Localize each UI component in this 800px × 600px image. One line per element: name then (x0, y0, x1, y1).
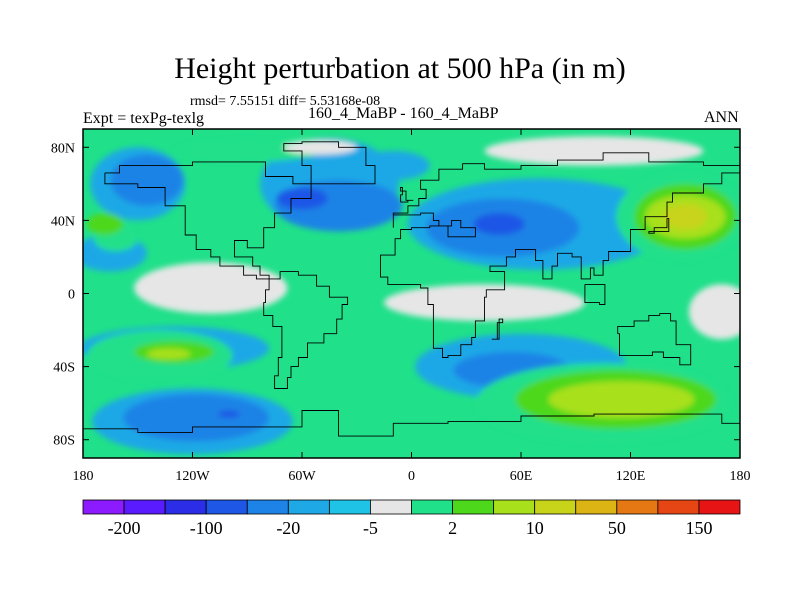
plot-area (83, 129, 740, 458)
x-axis: 180 120W 60W 0 60E 120E 180 (73, 129, 751, 484)
y-tick-label-0: 80N (51, 141, 75, 156)
colorbar-swatch-8 (411, 499, 453, 515)
field-region-7-0 (134, 262, 288, 314)
field-region-2-1 (473, 213, 525, 236)
coastline-6 (584, 283, 606, 305)
x-tick-label-1: 120W (175, 469, 210, 484)
colorbar-swatch-5 (287, 499, 330, 515)
coastline-7 (83, 410, 740, 437)
x-tick-label-5: 120E (616, 469, 646, 484)
x-tick-label-4: 60E (510, 469, 533, 484)
colorbar-swatch-6 (328, 499, 371, 515)
colorbar-swatch-3 (205, 499, 248, 515)
x-tick-label-0: 180 (73, 469, 94, 484)
colorbar-swatch-14 (657, 499, 700, 515)
center-label: 160_4_MaBP - 160_4_MaBP (308, 105, 499, 122)
colorbar-label-5: 10 (526, 518, 544, 538)
colorbar-swatch-13 (616, 499, 659, 515)
colorbar-label-0: -200 (108, 518, 141, 538)
colorbar-swatch-10 (493, 499, 536, 515)
field-region-7-4 (484, 136, 704, 166)
season-label: ANN (704, 109, 739, 126)
coastlines (83, 141, 740, 437)
field-region-5-1 (548, 381, 695, 418)
colorbar-label-6: 50 (608, 518, 626, 538)
field-region-2-0 (218, 410, 240, 418)
colorbar-label-1: -100 (190, 518, 223, 538)
colorbar-swatch-4 (246, 499, 289, 515)
field-region-4-0 (86, 213, 124, 236)
y-axis: 80N 40N 0 40S 80S (51, 141, 740, 449)
x-tick-label-3: 0 (408, 469, 415, 484)
colorbar-swatch-12 (575, 499, 618, 515)
colorbar-label-7: 150 (685, 518, 712, 538)
field-region-6-0 (663, 203, 708, 230)
coastline-8 (648, 218, 670, 234)
field-region-7-2 (688, 284, 740, 340)
field-region-1-0 (110, 154, 184, 206)
stats-line: rmsd= 7.55151 diff= 5.53168e-08 (190, 94, 381, 109)
colorbar-label-4: 2 (448, 518, 457, 538)
y-tick-label-2: 0 (68, 288, 75, 303)
colorbar-swatch-2 (164, 499, 207, 515)
x-tick-label-2: 60W (288, 469, 316, 484)
coastline-5 (491, 318, 504, 340)
colorbar-swatch-15 (698, 499, 741, 515)
y-tick-label-4: 80S (53, 434, 75, 449)
chart-title: Height perturbation at 500 hPa (in m) (174, 52, 626, 85)
colorbar-label-2: -20 (276, 518, 300, 538)
coastline-9 (400, 187, 414, 203)
coastline-2 (283, 141, 376, 185)
y-tick-label-1: 40N (51, 214, 75, 229)
coastline-0 (104, 161, 312, 280)
coastline-3 (380, 152, 740, 358)
coastline-1 (263, 271, 349, 389)
y-tick-label-3: 40S (53, 361, 75, 376)
colorbar-swatch-1 (123, 499, 166, 515)
coastline-4 (617, 313, 692, 366)
colorbar-swatch-9 (452, 499, 495, 515)
colorbar-swatch-7 (370, 499, 412, 515)
colorbar-swatch-11 (534, 499, 577, 515)
x-tick-label-6: 180 (730, 469, 751, 484)
field-region-1-1 (123, 394, 270, 442)
left-label: Expt = texPg-texlg (83, 110, 205, 127)
colorbar-label-3: -5 (363, 518, 378, 538)
field-region-5-2 (146, 348, 191, 360)
colorbar: -200 -100 -20 -5 2 10 50 150 (82, 499, 741, 538)
colorbar-swatch-0 (82, 499, 125, 515)
